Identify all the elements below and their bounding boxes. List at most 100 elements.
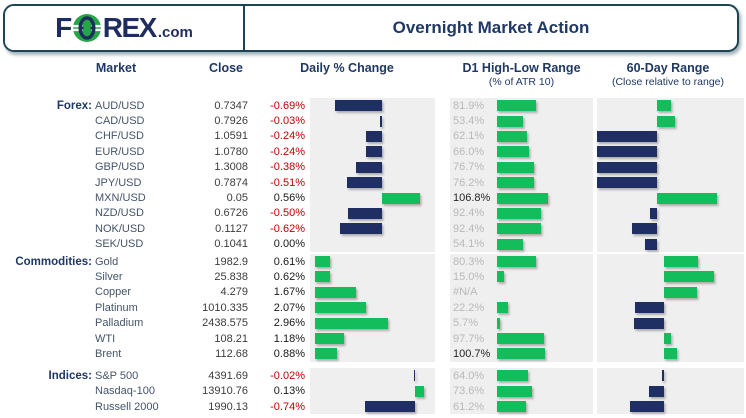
- d1-pct-label: 73.6%: [453, 385, 485, 398]
- market-name: Palladium: [95, 317, 144, 330]
- table-row: Nasdaq-100 13910.76 0.13% 73.6%: [0, 384, 746, 399]
- d1-bar: [497, 302, 508, 314]
- close-value: 0.7874: [214, 176, 248, 189]
- daily-chart-cell: [310, 175, 435, 190]
- d1-cell: 92.4%: [450, 221, 593, 236]
- close-value: 1010.335: [202, 301, 248, 314]
- daily-chart-cell: [310, 300, 435, 315]
- r60-cell: [597, 285, 744, 300]
- daily-pct-value: 1.18%: [273, 332, 305, 345]
- daily-pct-value: 0.00%: [273, 238, 305, 251]
- table-row: Russell 2000 1990.13 -0.74% 61.2%: [0, 399, 746, 414]
- daily-bar: [379, 115, 382, 127]
- market-name: MXN/USD: [95, 192, 146, 205]
- daily-bar: [365, 146, 382, 158]
- close-value: 13910.76: [202, 385, 248, 398]
- daily-bar: [364, 401, 415, 413]
- col-header-daily-change: Daily % Change: [277, 61, 417, 75]
- d1-bar: [497, 385, 533, 397]
- page-title: Overnight Market Action: [392, 18, 590, 37]
- daily-pct-value: -0.02%: [270, 369, 305, 382]
- d1-bar: [497, 177, 534, 189]
- market-name: Platinum: [95, 301, 138, 314]
- daily-bar: [315, 317, 389, 329]
- r60-cell: [597, 206, 744, 221]
- table-body: Forex: AUD/USD 0.7347 -0.69% 81.9% CAD/USD 0.7…: [0, 98, 746, 415]
- r60-cell: [597, 160, 744, 175]
- market-name: JPY/USD: [95, 176, 142, 189]
- d1-cell: 76.2%: [450, 175, 593, 190]
- r60-cell: [597, 331, 744, 346]
- r60-cell: [597, 98, 744, 113]
- market-name: GBP/USD: [95, 161, 145, 174]
- daily-bar: [315, 286, 357, 298]
- table-row: Platinum 1010.335 2.07% 22.2%: [0, 300, 746, 315]
- col-header-60day-range: 60-Day Range (Close relative to range): [588, 61, 746, 88]
- daily-pct-value: 2.07%: [273, 301, 305, 314]
- daily-pct-value: -0.38%: [270, 161, 305, 174]
- daily-chart-cell: [310, 384, 435, 399]
- market-name: Silver: [95, 270, 123, 283]
- market-name: Nasdaq-100: [95, 385, 155, 398]
- d1-pct-label: 100.7%: [453, 347, 491, 360]
- d1-pct-label: 76.2%: [453, 176, 485, 189]
- close-value: 0.6726: [214, 207, 248, 220]
- logo-o-icon: [72, 14, 101, 42]
- r60-cell: [597, 399, 744, 414]
- daily-chart-cell: [310, 129, 435, 144]
- r60-bar: [657, 115, 675, 127]
- r60-cell: [597, 237, 744, 252]
- d1-bar: [497, 146, 529, 158]
- daily-bar: [365, 130, 382, 142]
- daily-chart-cell: [310, 113, 435, 128]
- close-value: 0.7926: [214, 115, 248, 128]
- r60-bar: [634, 317, 664, 329]
- d1-bar: [497, 223, 542, 235]
- d1-pct-label: 64.0%: [453, 369, 485, 382]
- daily-chart-cell: [310, 190, 435, 205]
- logo-text-f: F: [55, 12, 72, 43]
- r60-bar: [664, 286, 697, 298]
- col-header-daily-label: Daily % Change: [300, 61, 394, 75]
- daily-chart-cell: [310, 346, 435, 361]
- section-indices: Indices: S&P 500 4391.69 -0.02% 64.0% Nasdaq-…: [0, 368, 746, 415]
- close-value: 0.1127: [215, 222, 248, 235]
- section-commodities: Commodities: Gold 1982.9 0.61% 80.3% Silver 25…: [0, 253, 746, 362]
- d1-pct-label: 80.3%: [453, 255, 485, 268]
- close-value: 0.05: [226, 192, 248, 205]
- r60-bar: [657, 100, 671, 112]
- logo-text-rex: REX: [102, 12, 158, 43]
- close-value: 1.0591: [214, 130, 248, 143]
- d1-cell: 62.1%: [450, 129, 593, 144]
- d1-bar: [497, 192, 549, 204]
- d1-pct-label: 22.2%: [453, 301, 485, 314]
- section-label: Indices:: [48, 369, 92, 382]
- daily-pct-value: 0.61%: [273, 255, 305, 268]
- r60-bar: [597, 177, 657, 189]
- r60-cell: [597, 346, 744, 361]
- market-name: Russell 2000: [95, 400, 159, 413]
- table-row: NOK/USD 0.1127 -0.62% 92.4%: [0, 221, 746, 236]
- daily-pct-value: -0.51%: [270, 176, 305, 189]
- col-header-close: Close: [166, 61, 286, 75]
- d1-cell: 106.8%: [450, 190, 593, 205]
- daily-pct-value: -0.62%: [270, 222, 305, 235]
- close-value: 112.68: [215, 347, 248, 360]
- market-name: NZD/USD: [95, 207, 144, 220]
- daily-pct-value: 0.56%: [273, 192, 305, 205]
- close-value: 108.21: [214, 332, 248, 345]
- d1-cell: 5.7%: [450, 315, 593, 330]
- table-row: Indices: S&P 500 4391.69 -0.02% 64.0%: [0, 368, 746, 383]
- d1-cell: 81.9%: [450, 98, 593, 113]
- daily-chart-cell: [310, 160, 435, 175]
- r60-bar: [650, 207, 657, 219]
- d1-cell: 73.6%: [450, 384, 593, 399]
- d1-bar: [497, 256, 536, 268]
- table-row: NZD/USD 0.6726 -0.50% 92.4%: [0, 206, 746, 221]
- daily-bar: [347, 177, 382, 189]
- r60-bar: [630, 401, 664, 413]
- r60-cell: [597, 175, 744, 190]
- d1-cell: 100.7%: [450, 346, 593, 361]
- col-header-market: Market: [56, 61, 176, 75]
- d1-pct-label: 62.1%: [453, 130, 485, 143]
